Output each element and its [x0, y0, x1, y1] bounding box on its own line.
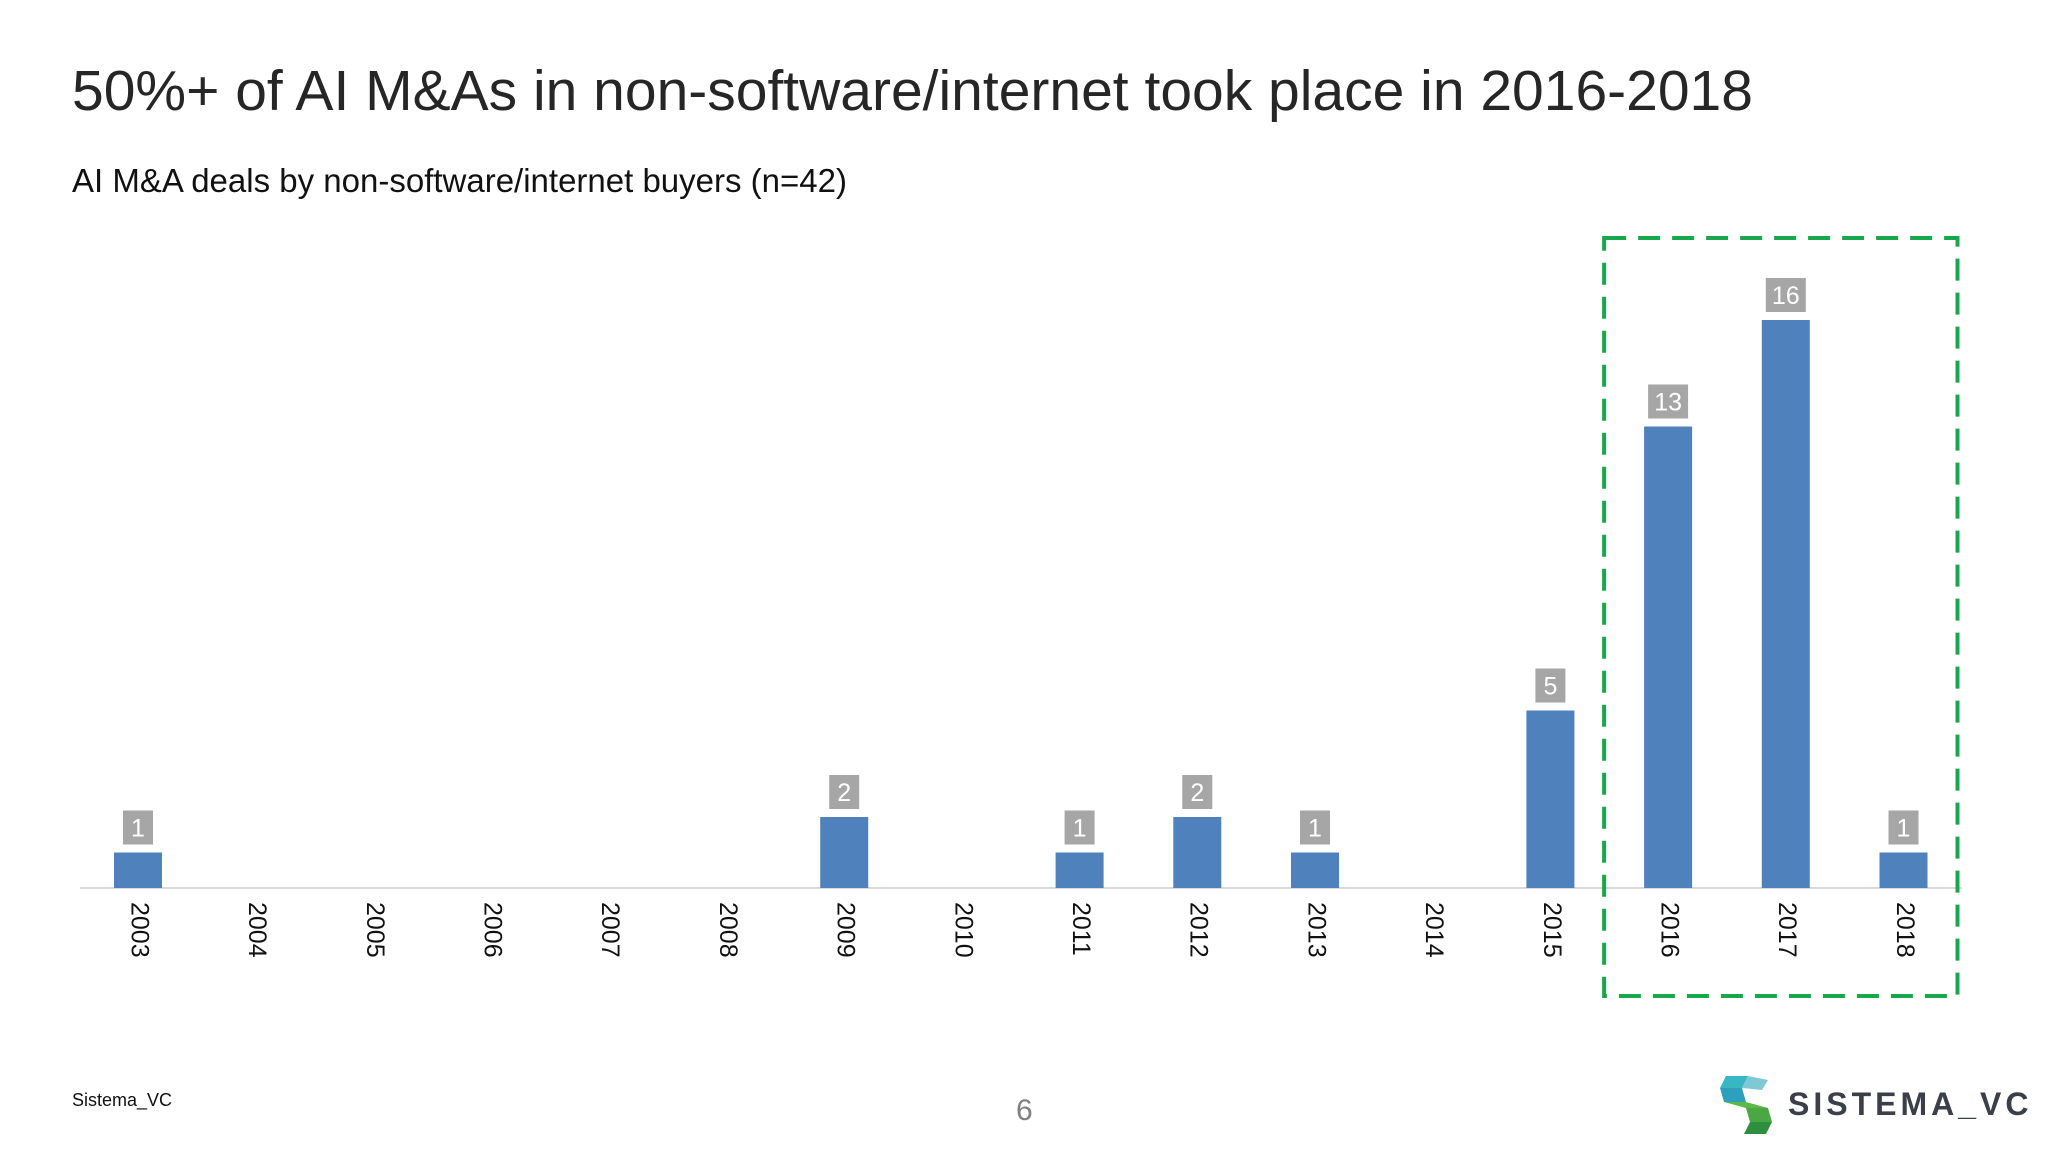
bar-2011: [1055, 852, 1104, 888]
bar-2015: [1526, 710, 1575, 888]
tick-label-2003: 2003: [125, 902, 153, 958]
bar-2016: [1644, 426, 1693, 888]
data-label-bg-2012: [1182, 775, 1213, 809]
page-title: 50%+ of AI M&As in non-software/internet…: [72, 59, 1753, 123]
data-label-bg-2011: [1064, 810, 1095, 845]
company-logo: SISTEMA_VC: [1716, 1072, 2028, 1138]
data-label-bg-2016: [1648, 384, 1689, 419]
data-label-bg-2017: [1765, 278, 1806, 312]
tick-label-2010: 2010: [949, 902, 977, 958]
data-label-bg-2018: [1888, 810, 1919, 845]
tick-label-2004: 2004: [243, 902, 271, 958]
tick-label-2017: 2017: [1773, 902, 1801, 958]
bar-2018: [1879, 852, 1928, 888]
tick-label-2015: 2015: [1538, 902, 1566, 958]
tick-label-2007: 2007: [596, 902, 624, 958]
data-label-bg-2015: [1535, 668, 1566, 703]
data-label-bg-2003: [123, 810, 153, 845]
bar-2013: [1291, 852, 1339, 888]
data-label-2018: 1: [1897, 815, 1911, 843]
data-label-2015: 5: [1543, 673, 1557, 701]
data-label-2009: 2: [837, 779, 851, 807]
chart-subtitle: AI M&A deals by non-software/internet bu…: [72, 162, 847, 199]
bar-2012: [1173, 817, 1222, 888]
tick-label-2016: 2016: [1655, 902, 1683, 958]
tick-label-2013: 2013: [1302, 902, 1330, 958]
data-label-2013: 1: [1308, 815, 1322, 843]
tick-label-2009: 2009: [832, 902, 860, 958]
data-label-2017: 16: [1772, 282, 1800, 310]
highlight-box: [1602, 236, 1960, 998]
data-label-2016: 13: [1654, 389, 1682, 417]
footer-source: Sistema_VC: [72, 1090, 173, 1110]
data-label-2011: 1: [1073, 815, 1087, 843]
bar-2017: [1761, 320, 1810, 888]
page-number: 6: [1016, 1094, 1033, 1127]
data-label-bg-2009: [829, 775, 860, 809]
bar-2009: [820, 817, 869, 888]
sistema-logo-icon: [1720, 1076, 1772, 1134]
tick-label-2006: 2006: [478, 902, 506, 958]
tick-label-2014: 2014: [1420, 902, 1448, 958]
tick-label-2008: 2008: [714, 902, 742, 958]
tick-label-2005: 2005: [361, 902, 389, 958]
tick-label-2012: 2012: [1185, 902, 1213, 958]
bar-2003: [114, 852, 162, 888]
logo-text: SISTEMA_VC: [1788, 1086, 2033, 1122]
data-label-bg-2013: [1300, 810, 1330, 845]
tick-label-2018: 2018: [1891, 902, 1919, 958]
tick-label-2011: 2011: [1067, 902, 1095, 956]
data-label-2003: 1: [131, 815, 145, 843]
data-label-2012: 2: [1190, 779, 1204, 807]
